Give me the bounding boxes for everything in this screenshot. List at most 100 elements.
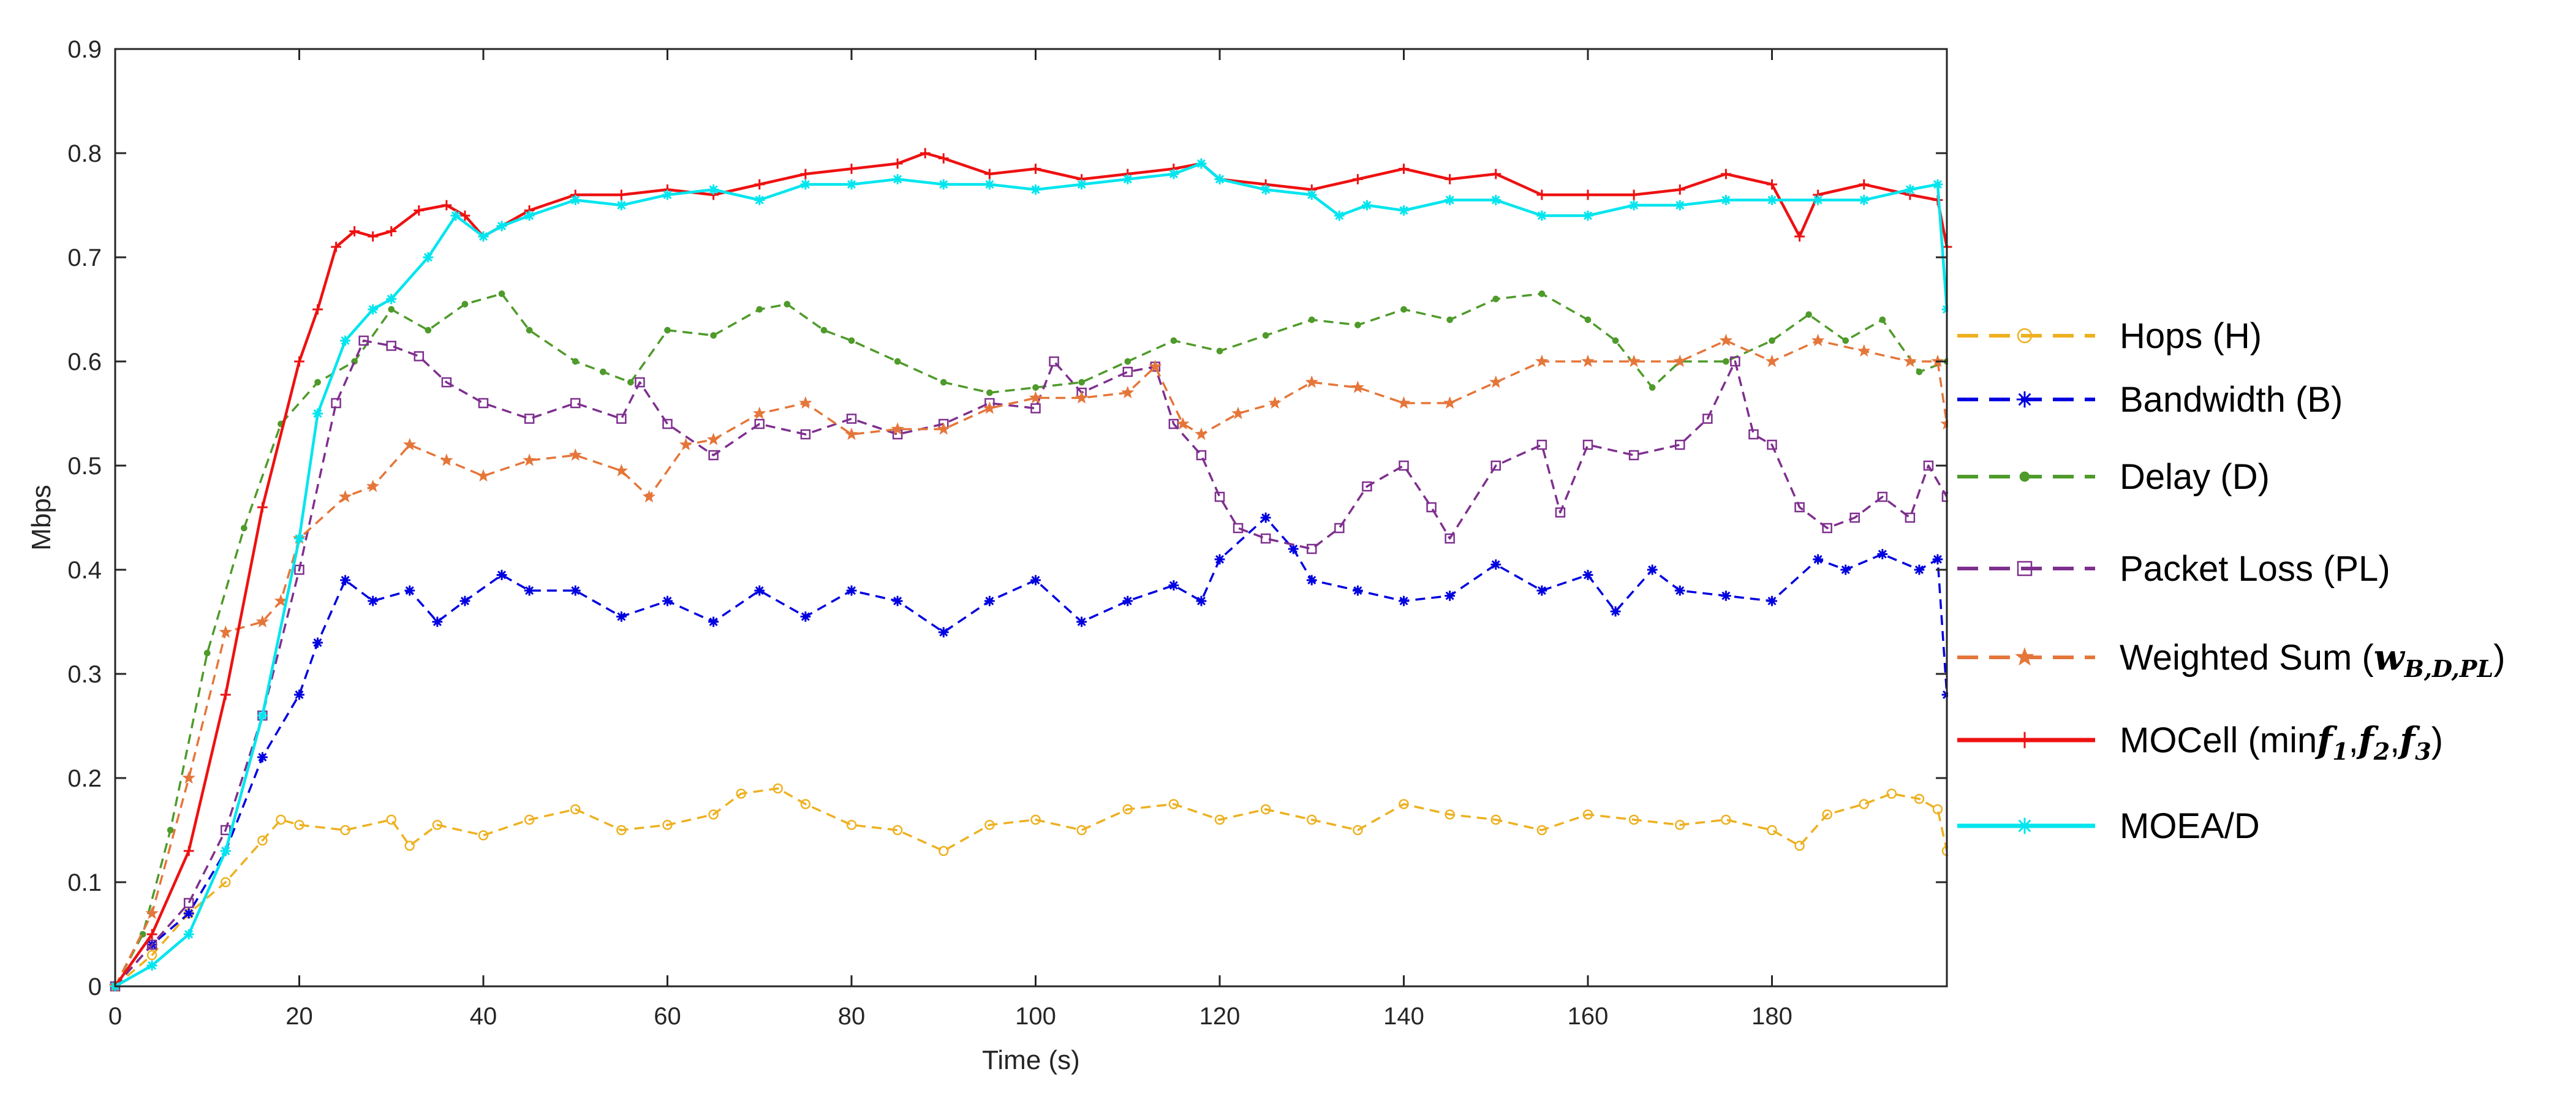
series-line-4 bbox=[114, 339, 1948, 987]
x-tick-label: 40 bbox=[470, 1003, 497, 1030]
data-point-3-39 bbox=[1445, 533, 1455, 544]
data-point-1-45 bbox=[1840, 564, 1851, 575]
data-point-6-36 bbox=[1445, 195, 1456, 205]
data-point-6-44 bbox=[1813, 195, 1824, 205]
data-point-3-42 bbox=[1555, 507, 1566, 518]
data-point-0-17 bbox=[736, 788, 746, 799]
data-point-3-15 bbox=[635, 377, 645, 388]
data-point-6-23 bbox=[938, 179, 949, 190]
data-point-3-8 bbox=[386, 341, 397, 351]
data-point-0-3 bbox=[221, 877, 231, 888]
legend-label: Hops (H) bbox=[2120, 316, 2262, 356]
legend-item-3: Packet Loss (PL) bbox=[1957, 549, 2390, 589]
data-point-4-9 bbox=[403, 437, 417, 451]
legend-label-sub3: 3 bbox=[2415, 738, 2431, 765]
data-point-2-16 bbox=[664, 327, 671, 334]
data-point-3-25 bbox=[1049, 356, 1059, 367]
data-point-1-28 bbox=[1196, 595, 1207, 607]
x-tick-label: 180 bbox=[1751, 1003, 1792, 1030]
x-tick-label: 120 bbox=[1199, 1003, 1241, 1030]
data-point-6-37 bbox=[1490, 195, 1501, 205]
data-point-1-20 bbox=[846, 585, 857, 596]
data-point-5-37 bbox=[1399, 164, 1409, 174]
x-tick-label: 20 bbox=[285, 1003, 313, 1030]
data-point-4-40 bbox=[1673, 354, 1686, 368]
data-point-3-16 bbox=[662, 418, 673, 429]
data-point-4-14 bbox=[614, 464, 629, 477]
data-point-1-4 bbox=[257, 752, 268, 763]
y-tick-label: 0.9 bbox=[67, 36, 102, 63]
data-point-6-3 bbox=[220, 845, 231, 856]
series-5 bbox=[110, 148, 1952, 992]
data-point-3-24 bbox=[1030, 403, 1041, 414]
data-point-4-23 bbox=[983, 401, 997, 414]
series-line-5 bbox=[114, 151, 1949, 988]
data-point-1-23 bbox=[984, 595, 995, 607]
data-point-1-32 bbox=[1306, 575, 1317, 586]
data-point-5-38 bbox=[1445, 174, 1456, 184]
data-point-6-22 bbox=[892, 174, 903, 184]
data-point-1-18 bbox=[754, 585, 765, 596]
data-point-1-9 bbox=[404, 585, 415, 596]
legend-label: Weighted Sum (wB,D,PL) bbox=[2120, 637, 2506, 682]
data-point-3-13 bbox=[570, 398, 581, 409]
data-point-1-14 bbox=[570, 585, 581, 596]
data-point-2-45 bbox=[1879, 316, 1886, 323]
legend-marker bbox=[2016, 817, 2033, 834]
data-point-2-9 bbox=[425, 327, 432, 334]
data-point-4-12 bbox=[523, 453, 536, 466]
data-point-6-16 bbox=[616, 200, 627, 211]
data-point-1-40 bbox=[1647, 564, 1658, 575]
data-point-2-3 bbox=[203, 649, 211, 657]
data-point-6-8 bbox=[368, 304, 379, 315]
data-point-6-35 bbox=[1399, 205, 1409, 216]
x-tick-label: 60 bbox=[654, 1003, 681, 1030]
data-point-0-25 bbox=[1076, 825, 1087, 836]
legend-label: MOEA/D bbox=[2120, 806, 2260, 846]
data-point-4-26 bbox=[1121, 385, 1135, 399]
data-point-5-48 bbox=[1859, 179, 1870, 190]
legend-marker bbox=[2016, 731, 2033, 749]
data-point-0-44 bbox=[1886, 788, 1897, 799]
data-point-1-10 bbox=[432, 616, 443, 627]
data-point-5-9 bbox=[368, 231, 379, 242]
x-tick-label: 100 bbox=[1015, 1003, 1056, 1030]
data-point-1-37 bbox=[1536, 585, 1547, 596]
data-point-3-27 bbox=[1122, 366, 1133, 377]
data-point-1-26 bbox=[1122, 595, 1133, 607]
data-point-3-55 bbox=[1923, 460, 1934, 471]
data-point-1-27 bbox=[1168, 580, 1179, 591]
legend-label-text: Hops (H) bbox=[2120, 316, 2262, 356]
data-point-0-36 bbox=[1582, 809, 1593, 820]
legend-label: Bandwidth (B) bbox=[2120, 380, 2343, 420]
data-point-0-33 bbox=[1445, 809, 1455, 820]
legend-label-sub: B,D,PL bbox=[2404, 655, 2493, 682]
data-point-1-22 bbox=[938, 627, 949, 638]
data-point-4-39 bbox=[1627, 354, 1641, 368]
data-point-2-15 bbox=[627, 379, 634, 386]
data-point-2-30 bbox=[1262, 332, 1269, 339]
data-point-1-44 bbox=[1813, 554, 1824, 565]
data-point-6-17 bbox=[662, 189, 673, 200]
data-point-2-32 bbox=[1354, 322, 1361, 328]
data-point-6-1 bbox=[146, 960, 157, 971]
data-point-4-3 bbox=[219, 625, 233, 638]
y-tick-label: 0.5 bbox=[67, 453, 102, 480]
data-point-4-24 bbox=[1029, 391, 1043, 404]
data-point-2-37 bbox=[1584, 316, 1592, 323]
data-point-2-41 bbox=[1723, 358, 1729, 365]
legend-label-mid2: , bbox=[2390, 720, 2400, 760]
data-point-3-19 bbox=[800, 429, 811, 440]
data-point-3-46 bbox=[1702, 414, 1713, 424]
data-point-0-26 bbox=[1122, 804, 1133, 815]
data-point-0-10 bbox=[432, 820, 443, 830]
data-point-1-29 bbox=[1214, 554, 1225, 565]
data-point-0-8 bbox=[386, 814, 397, 825]
data-point-0-41 bbox=[1794, 841, 1805, 851]
data-point-0-27 bbox=[1168, 799, 1179, 809]
data-point-3-38 bbox=[1426, 502, 1437, 513]
data-point-6-7 bbox=[340, 335, 351, 346]
legend-marker bbox=[2019, 471, 2030, 482]
data-point-6-38 bbox=[1536, 210, 1547, 221]
data-point-0-18 bbox=[772, 783, 784, 794]
